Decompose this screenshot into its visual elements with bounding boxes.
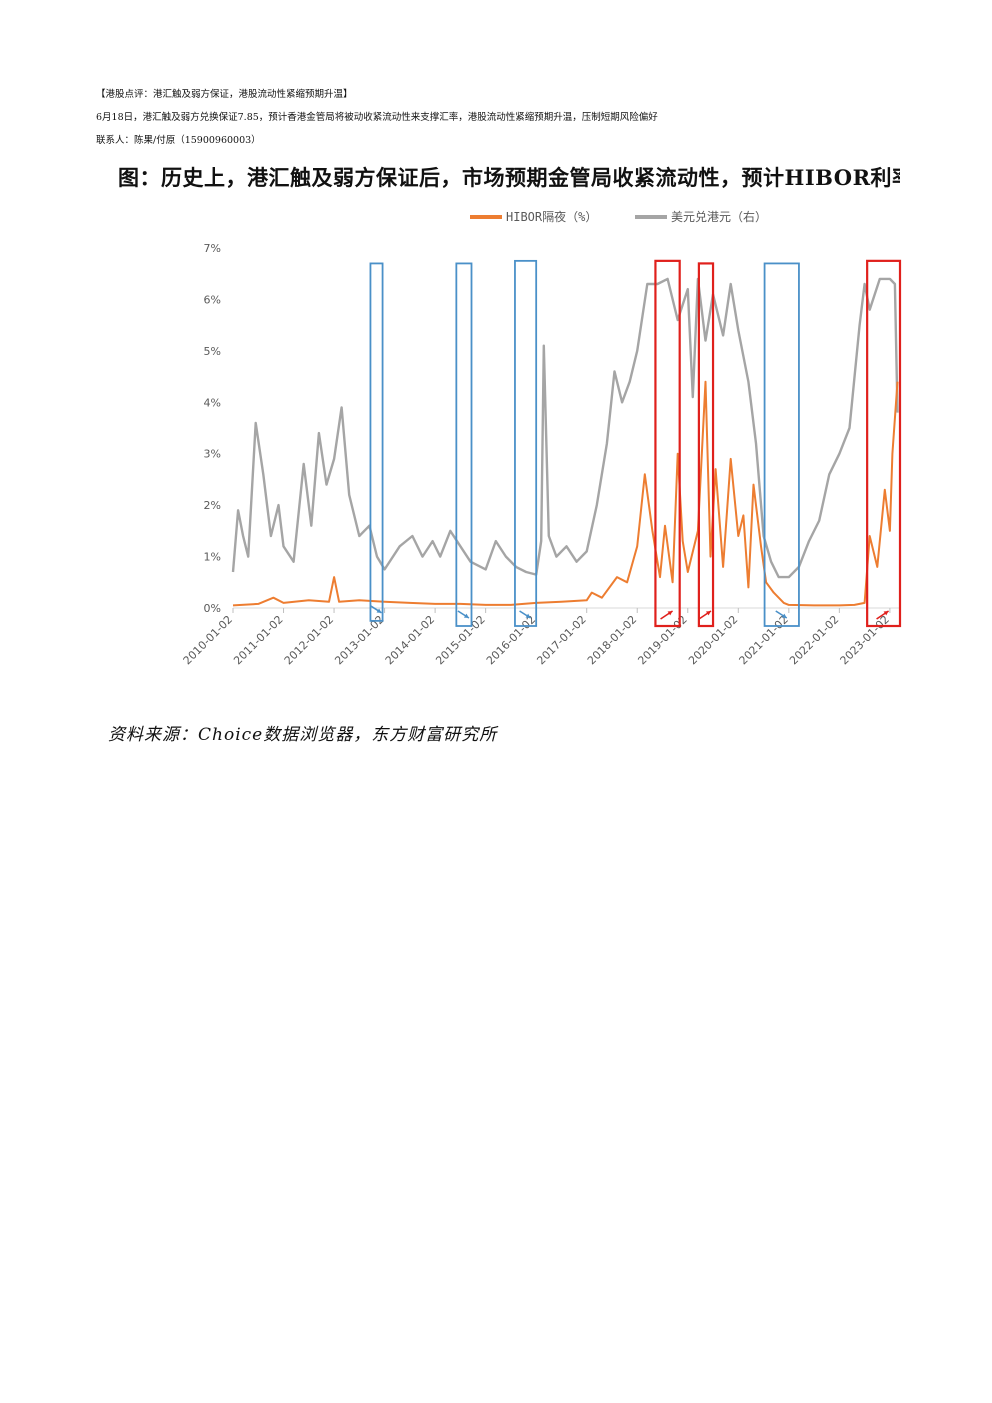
x-tick-label: 2017-01-02 bbox=[534, 613, 588, 667]
series-layer bbox=[231, 277, 899, 607]
y-tick-label: 3% bbox=[204, 448, 221, 461]
red-highlight-box bbox=[697, 262, 715, 628]
y-tick-label: 6% bbox=[204, 293, 221, 306]
legend-label: 美元兑港元（右） bbox=[671, 209, 767, 224]
blue-highlight-box bbox=[763, 262, 800, 627]
blue-highlight-box bbox=[369, 262, 384, 622]
hibor-line bbox=[232, 380, 899, 607]
red-highlight-box bbox=[866, 259, 902, 628]
hibor-usdhkd-chart: HIBOR隔夜（%） 美元兑港元（右） 0% 1% 2% 3% 4% 5% 6% 7% 2010… bbox=[181, 209, 902, 667]
y-tick-label: 4% bbox=[204, 396, 221, 409]
usd-hkd-line bbox=[231, 277, 899, 579]
trend-arrow-head bbox=[667, 611, 673, 616]
legend-label: HIBOR隔夜（%） bbox=[506, 209, 597, 224]
header-line-2: 6月18日，港汇触及弱方兑换保证7.85，预计香港金管局将被动收紧流动性来支撑汇… bbox=[96, 112, 658, 123]
blue-highlight-box bbox=[514, 259, 538, 627]
trend-arrow-head bbox=[463, 613, 469, 618]
y-tick-label: 7% bbox=[204, 242, 221, 255]
trend-arrow-head bbox=[376, 608, 382, 613]
trend-arrow-head bbox=[705, 611, 711, 616]
y-axis-left: 0% 1% 2% 3% 4% 5% 6% 7% bbox=[204, 242, 900, 615]
trend-arrow-head bbox=[525, 613, 531, 618]
source-note: 资料来源：Choice数据浏览器，东方财富研究所 bbox=[108, 725, 498, 745]
chart-legend: HIBOR隔夜（%） 美元兑港元（右） bbox=[470, 209, 767, 224]
x-tick-label: 2022-01-02 bbox=[787, 613, 841, 667]
x-tick-label: 2015-01-02 bbox=[433, 613, 487, 667]
annotation-layer bbox=[369, 259, 902, 628]
x-tick-label: 2019-01-02 bbox=[635, 613, 689, 667]
figure-title: 图：历史上，港汇触及弱方保证后，市场预期金管局收紧流动性，预计HIBOR利率会 bbox=[118, 165, 900, 190]
x-tick-label: 2012-01-02 bbox=[282, 613, 336, 667]
x-tick-label: 2016-01-02 bbox=[484, 613, 538, 667]
y-tick-label: 0% bbox=[204, 602, 221, 615]
x-tick-label: 2010-01-02 bbox=[181, 613, 235, 667]
x-tick-label: 2014-01-02 bbox=[383, 613, 437, 667]
x-tick-label: 2011-01-02 bbox=[231, 613, 285, 667]
trend-arrow-head bbox=[781, 613, 787, 618]
y-tick-label: 1% bbox=[204, 551, 221, 564]
trend-arrow-head bbox=[883, 611, 889, 616]
header-line-1: 【港股点评：港汇触及弱方保证，港股流动性紧缩预期升温】 bbox=[96, 89, 353, 100]
x-tick-label: 2018-01-02 bbox=[585, 613, 639, 667]
x-tick-label: 2023-01-02 bbox=[838, 613, 892, 667]
blue-highlight-box bbox=[455, 262, 473, 627]
header-line-3: 联系人：陈果/付原（15900960003） bbox=[96, 135, 261, 146]
red-highlight-box bbox=[654, 259, 681, 628]
y-tick-label: 2% bbox=[204, 499, 221, 512]
y-tick-label: 5% bbox=[204, 345, 221, 358]
